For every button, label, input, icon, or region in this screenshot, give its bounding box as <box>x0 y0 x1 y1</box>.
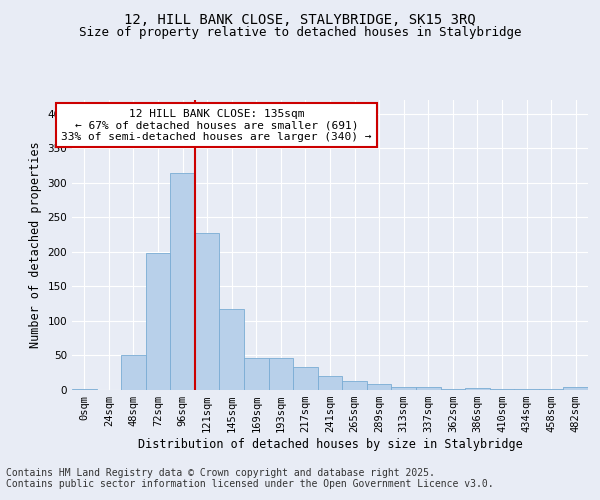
Bar <box>342 381 367 390</box>
Bar <box>220 309 244 390</box>
Y-axis label: Number of detached properties: Number of detached properties <box>29 142 42 348</box>
X-axis label: Distribution of detached houses by size in Stalybridge: Distribution of detached houses by size … <box>137 438 523 451</box>
Bar <box>440 388 465 390</box>
Bar <box>170 172 195 390</box>
Bar <box>146 254 170 390</box>
Bar <box>121 355 146 390</box>
Bar <box>269 358 293 390</box>
Text: Contains HM Land Registry data © Crown copyright and database right 2025.: Contains HM Land Registry data © Crown c… <box>6 468 435 477</box>
Bar <box>318 376 342 390</box>
Bar <box>72 388 97 390</box>
Text: Contains public sector information licensed under the Open Government Licence v3: Contains public sector information licen… <box>6 479 494 489</box>
Bar <box>416 386 440 390</box>
Bar <box>244 358 269 390</box>
Bar <box>391 386 416 390</box>
Bar <box>293 367 318 390</box>
Bar <box>563 387 588 390</box>
Text: Size of property relative to detached houses in Stalybridge: Size of property relative to detached ho… <box>79 26 521 39</box>
Bar <box>195 232 220 390</box>
Text: 12 HILL BANK CLOSE: 135sqm
← 67% of detached houses are smaller (691)
33% of sem: 12 HILL BANK CLOSE: 135sqm ← 67% of deta… <box>61 108 372 142</box>
Text: 12, HILL BANK CLOSE, STALYBRIDGE, SK15 3RQ: 12, HILL BANK CLOSE, STALYBRIDGE, SK15 3… <box>124 12 476 26</box>
Bar <box>465 388 490 390</box>
Bar <box>367 384 391 390</box>
